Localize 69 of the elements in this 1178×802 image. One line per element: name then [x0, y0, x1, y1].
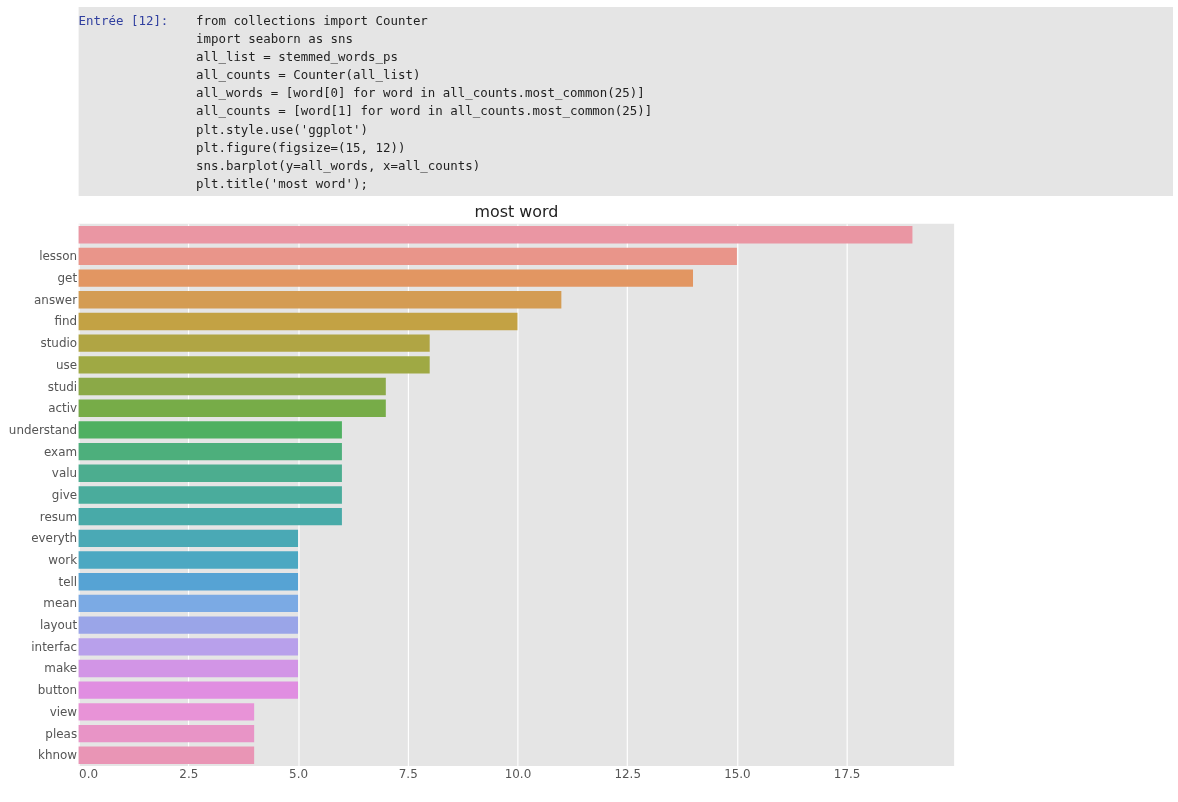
bar	[78, 442, 342, 461]
bar	[78, 312, 518, 331]
y-tick-label: tell	[58, 574, 78, 589]
text: from collections import Counter	[196, 12, 428, 28]
bar	[78, 529, 299, 548]
bar	[78, 681, 299, 699]
bar	[78, 551, 299, 569]
bar	[78, 724, 255, 743]
bar	[78, 746, 255, 764]
bar	[78, 464, 342, 482]
bar	[78, 226, 913, 244]
y-tick-label: make	[44, 661, 78, 676]
bar	[78, 356, 430, 374]
bar	[78, 638, 299, 656]
y-tick-label: lesson	[39, 249, 78, 264]
y-tick-label: studi	[47, 379, 78, 394]
y-tick-label: find	[54, 314, 78, 329]
y-tick-label: mean	[43, 596, 78, 611]
text: all_counts = [word[1] for word in all_counts.most_common(25)]	[196, 103, 653, 119]
bar	[78, 247, 737, 266]
text: plt.style.use('ggplot')	[196, 121, 369, 137]
x-tick-label: 12.5	[614, 766, 641, 781]
y-tick-label: resum	[39, 509, 78, 524]
y-tick-label: valu	[51, 466, 78, 481]
bar	[78, 659, 299, 678]
bar	[78, 269, 694, 287]
y-tick-label: activ	[48, 401, 78, 416]
x-tick-label: 15.0	[724, 766, 751, 781]
bar	[78, 486, 342, 504]
bar	[78, 616, 299, 634]
y-tick-label: view	[49, 704, 78, 719]
x-tick-label: 0.0	[79, 766, 99, 781]
x-tick-label: 7.5	[398, 766, 418, 781]
y-tick-label: understand	[8, 422, 78, 437]
text: all_words = [word[0] for word in all_counts.most_common(25)]	[196, 85, 645, 101]
bar	[78, 573, 299, 591]
bar	[78, 507, 342, 526]
bar	[78, 421, 342, 439]
y-tick-label: button	[37, 683, 78, 698]
text: plt.figure(figsize=(15, 12))	[196, 139, 406, 155]
y-tick-label: work	[48, 553, 78, 568]
bar	[78, 334, 430, 352]
x-tick-label: 17.5	[833, 766, 861, 781]
y-tick-label: get	[57, 271, 78, 286]
y-tick-label: use	[56, 357, 78, 372]
y-tick-label: everyth	[31, 531, 78, 546]
x-tick-label: 5.0	[289, 766, 309, 781]
x-tick-label: 2.5	[179, 766, 199, 781]
bar	[78, 291, 562, 309]
y-tick-label: exam	[44, 444, 78, 459]
y-tick-label: interfac	[31, 639, 78, 654]
bar	[78, 594, 299, 613]
text: all_counts = Counter(all_list)	[196, 67, 421, 83]
text: Entrée [12]:	[78, 12, 169, 28]
y-tick-label: khnow	[38, 748, 78, 763]
text: all_list = stemmed_words_ps	[196, 49, 398, 65]
text: import seaborn as sns	[196, 30, 354, 46]
y-tick-label: layout	[39, 618, 78, 633]
text: sns.barplot(y=all_words, x=all_counts)	[196, 157, 481, 173]
text: plt.title('most word');	[196, 175, 369, 191]
bar	[78, 399, 386, 417]
bar	[78, 377, 386, 396]
y-tick-label: pleas	[45, 726, 78, 741]
chart-title: most word	[474, 201, 559, 221]
y-tick-label: answer	[34, 292, 78, 307]
x-tick-label: 10.0	[504, 766, 532, 781]
y-tick-label: studio	[40, 336, 78, 351]
bar	[78, 703, 255, 721]
y-tick-label: give	[51, 487, 78, 502]
